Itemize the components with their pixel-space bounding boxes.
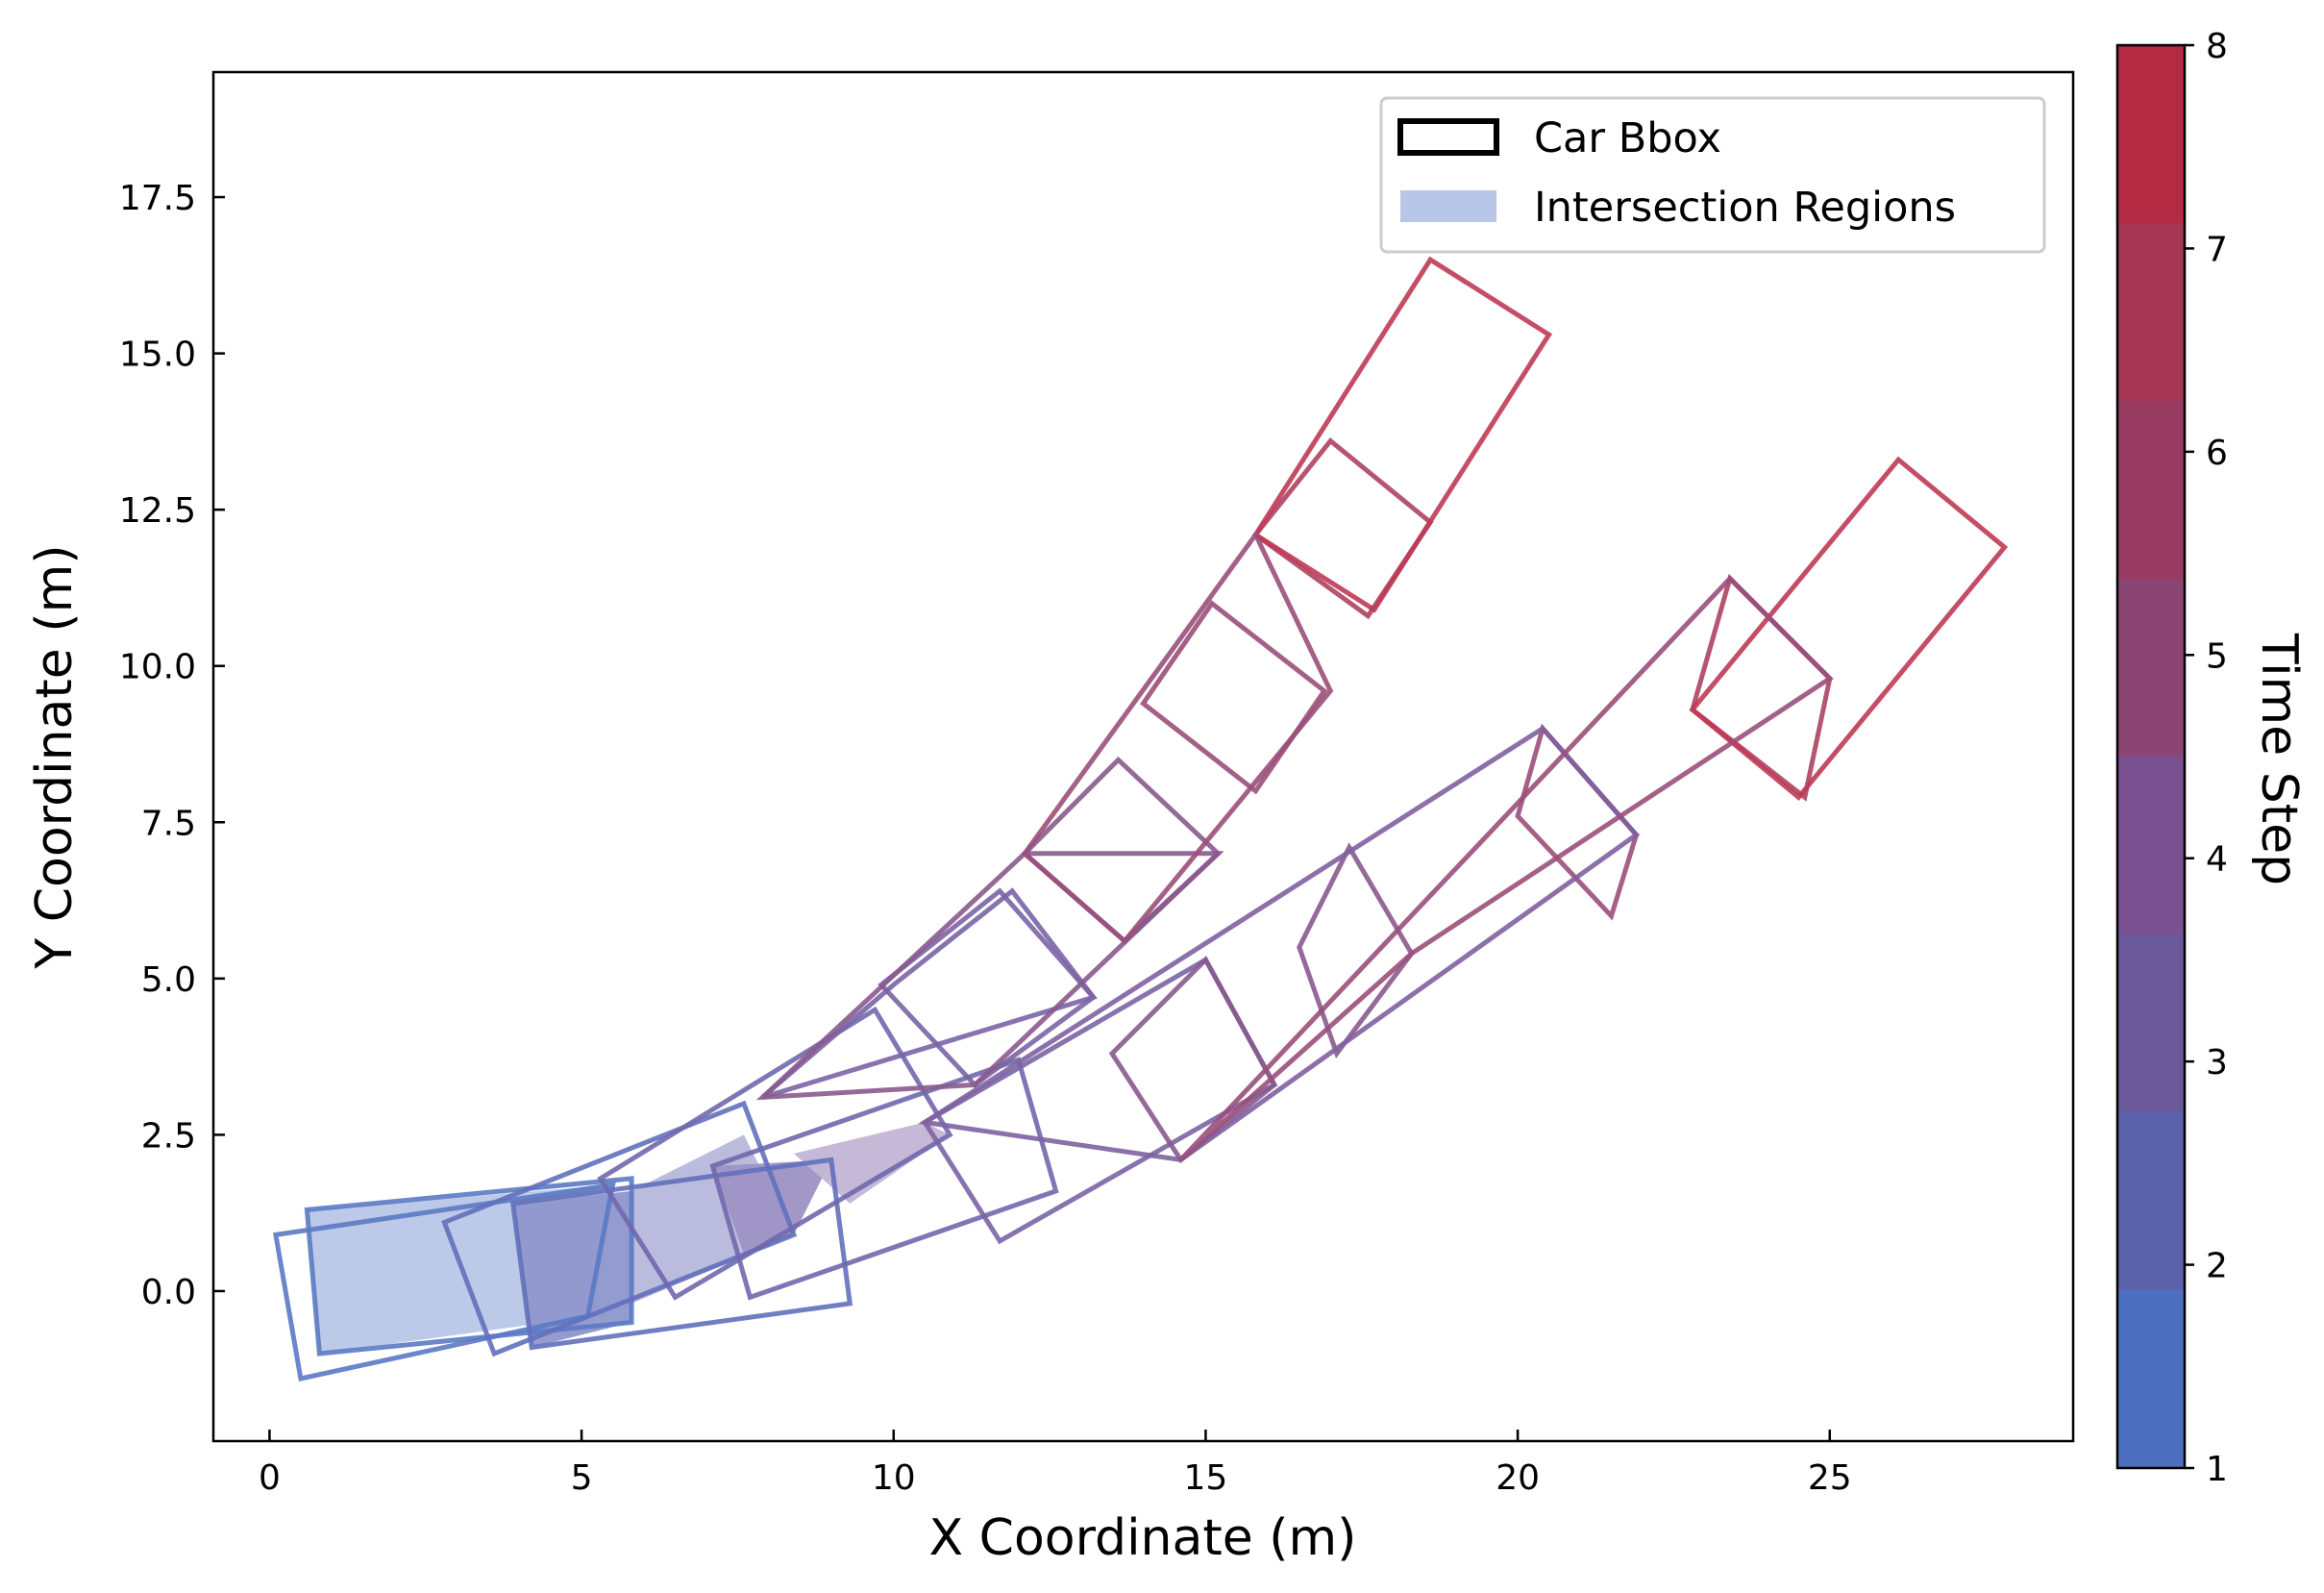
- y-tick-label: 5.0: [141, 960, 196, 1000]
- x-tick-label: 15: [1184, 1458, 1228, 1498]
- colorbar-tick-label: 5: [2206, 636, 2228, 676]
- colorbar-band: [2117, 757, 2185, 934]
- car-bbox-a-step-4: [878, 887, 1098, 1088]
- legend-intersection-label: Intersection Regions: [1534, 184, 1956, 232]
- car-bbox-a-step-2: [441, 1100, 798, 1357]
- colorbar-band: [2117, 45, 2185, 223]
- x-tick-label: 5: [571, 1458, 593, 1498]
- car-bbox-a-step-6: [1021, 530, 1334, 945]
- y-axis: 0.0 2.5 5.0 7.5 10.0 12.5 15.0 17.5: [119, 179, 225, 1312]
- car-bbox-b-step-4: [918, 725, 1641, 1163]
- car-bboxes: [272, 256, 2009, 1381]
- car-bbox-b-step-6: [1178, 575, 1834, 1162]
- colorbar-tick-label: 2: [2206, 1247, 2228, 1286]
- intersection-region: [712, 1159, 831, 1254]
- plot-area: [211, 70, 2075, 1443]
- y-tick-label: 15.0: [119, 336, 196, 375]
- y-tick-label: 0.0: [141, 1273, 196, 1312]
- legend-car-bbox-swatch: [1397, 118, 1499, 156]
- colorbar-band: [2117, 223, 2185, 401]
- colorbar-band: [2117, 579, 2185, 757]
- colorbar-tick-label: 3: [2206, 1043, 2228, 1083]
- colorbar-tick-label: 4: [2206, 840, 2228, 880]
- colorbar-tick-label: 1: [2206, 1450, 2228, 1489]
- colorbar-band: [2117, 1290, 2185, 1468]
- car-bbox-b-step-8: [1689, 456, 2009, 801]
- legend-intersection-swatch: [1400, 190, 1496, 222]
- y-tick-label: 17.5: [119, 179, 196, 218]
- y-tick-label: 7.5: [141, 804, 196, 843]
- colorbar-tick-label: 7: [2206, 230, 2228, 269]
- y-tick-label: 12.5: [119, 491, 196, 531]
- colorbar-title: Time Step: [2250, 633, 2308, 885]
- colorbar-frame: [2115, 43, 2187, 1470]
- colorbar-band: [2117, 401, 2185, 579]
- legend: Car Bbox Intersection Regions: [1379, 96, 2046, 254]
- colorbar-tick-label: 6: [2206, 434, 2228, 473]
- car-bbox-a-step-3: [597, 1006, 953, 1301]
- colorbar-band: [2117, 1112, 2185, 1290]
- car-bbox-b-step-2: [509, 1157, 853, 1351]
- x-axis: 0 5 10 15 20 25: [259, 1430, 1852, 1498]
- plot-frame: [211, 70, 2075, 1443]
- car-bbox-a-step-6: [1140, 600, 1328, 795]
- x-tick-label: 10: [872, 1458, 916, 1498]
- car-bbox-a-step-4: [760, 887, 1098, 1100]
- x-axis-title: X Coordinate (m): [929, 1509, 1357, 1567]
- x-tick-label: 25: [1808, 1458, 1852, 1498]
- car-bbox-a-step-8: [1251, 256, 1553, 613]
- x-tick-label: 0: [259, 1458, 281, 1498]
- car-bbox-a-step-5: [755, 851, 1224, 1101]
- legend-car-bbox-label: Car Bbox: [1534, 114, 1721, 162]
- x-tick-label: 20: [1496, 1458, 1540, 1498]
- legend-frame: [1379, 96, 2046, 254]
- y-axis-title: Y Coordinate (m): [26, 544, 84, 969]
- colorbar-tick-label: 8: [2206, 27, 2228, 66]
- y-tick-label: 2.5: [141, 1116, 196, 1156]
- car-bbox-b-step-5: [1108, 956, 1278, 1164]
- car-bbox-b-step-3: [709, 1057, 1059, 1301]
- colorbar-band: [2117, 934, 2185, 1112]
- y-tick-label: 10.0: [119, 648, 196, 687]
- colorbar: 1 2 3 4 5 6 7 8: [2115, 27, 2228, 1489]
